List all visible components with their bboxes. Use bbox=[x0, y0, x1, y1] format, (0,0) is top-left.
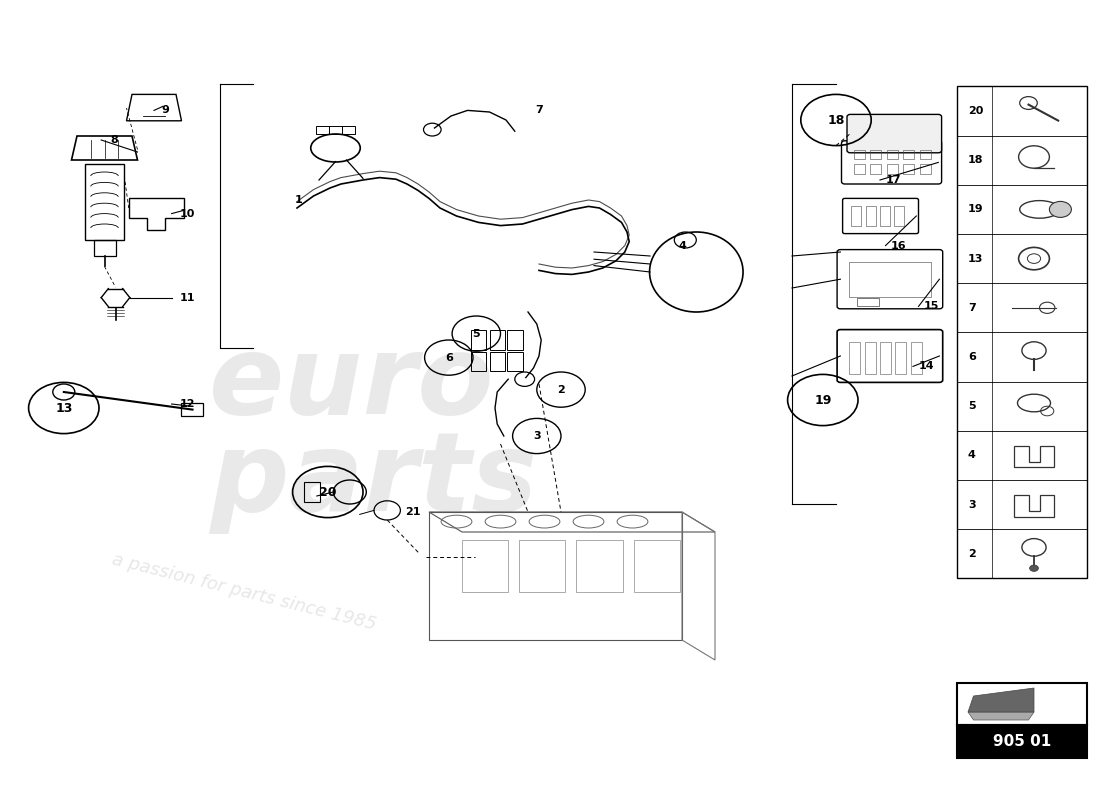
Text: 21: 21 bbox=[405, 507, 420, 517]
Bar bbox=[957, 86, 1087, 578]
Bar bbox=[519, 540, 565, 592]
Circle shape bbox=[1027, 254, 1041, 263]
Bar bbox=[854, 150, 865, 159]
Polygon shape bbox=[968, 712, 1034, 720]
Bar bbox=[342, 126, 355, 134]
Bar bbox=[507, 330, 522, 350]
Bar bbox=[887, 164, 898, 174]
Bar bbox=[471, 330, 486, 350]
Bar bbox=[865, 342, 876, 374]
Text: 20: 20 bbox=[319, 486, 337, 498]
Bar bbox=[911, 342, 922, 374]
Bar bbox=[870, 164, 881, 174]
Text: 14: 14 bbox=[918, 362, 934, 371]
Bar bbox=[880, 206, 890, 226]
Bar bbox=[316, 126, 329, 134]
Bar bbox=[471, 352, 486, 371]
Bar bbox=[634, 540, 680, 592]
Text: 9: 9 bbox=[162, 106, 169, 115]
Text: 12: 12 bbox=[179, 399, 195, 409]
Bar bbox=[866, 206, 876, 226]
Bar bbox=[903, 150, 914, 159]
Text: euro: euro bbox=[209, 330, 495, 438]
Text: 8: 8 bbox=[110, 135, 118, 145]
Text: 4: 4 bbox=[968, 450, 976, 460]
Text: 18: 18 bbox=[827, 114, 845, 126]
FancyBboxPatch shape bbox=[847, 114, 942, 153]
Circle shape bbox=[1030, 565, 1038, 571]
Bar bbox=[576, 540, 623, 592]
Bar bbox=[462, 540, 508, 592]
Text: 20: 20 bbox=[968, 106, 983, 116]
Text: 7: 7 bbox=[968, 302, 976, 313]
Bar bbox=[94, 240, 115, 256]
Text: 6: 6 bbox=[444, 353, 453, 362]
Bar bbox=[849, 342, 860, 374]
Text: 19: 19 bbox=[814, 394, 832, 406]
Text: parts: parts bbox=[209, 426, 538, 534]
Bar bbox=[507, 352, 522, 371]
Text: 11: 11 bbox=[179, 293, 195, 302]
Text: 1: 1 bbox=[295, 195, 302, 205]
Bar bbox=[870, 150, 881, 159]
Text: 13: 13 bbox=[55, 402, 73, 414]
Bar bbox=[490, 352, 505, 371]
Text: a passion for parts since 1985: a passion for parts since 1985 bbox=[110, 550, 378, 634]
Text: 3: 3 bbox=[534, 431, 540, 441]
Bar bbox=[903, 164, 914, 174]
FancyBboxPatch shape bbox=[842, 141, 942, 184]
Text: 2: 2 bbox=[968, 549, 976, 558]
Text: 905 01: 905 01 bbox=[993, 734, 1050, 749]
Bar bbox=[849, 262, 931, 297]
Bar bbox=[920, 150, 931, 159]
Bar bbox=[851, 206, 861, 226]
Bar bbox=[895, 342, 906, 374]
Bar bbox=[490, 330, 505, 350]
Text: 2: 2 bbox=[557, 385, 565, 394]
FancyBboxPatch shape bbox=[843, 198, 918, 234]
Text: 5: 5 bbox=[473, 329, 480, 338]
Bar bbox=[85, 164, 124, 240]
Text: 18: 18 bbox=[968, 155, 983, 166]
Text: 13: 13 bbox=[968, 254, 983, 264]
Bar bbox=[880, 342, 891, 374]
Text: 6: 6 bbox=[968, 352, 976, 362]
Text: 10: 10 bbox=[179, 209, 195, 218]
Text: 19: 19 bbox=[968, 204, 983, 214]
Circle shape bbox=[1049, 202, 1071, 218]
Text: 5: 5 bbox=[968, 402, 976, 411]
Bar bbox=[329, 126, 342, 134]
FancyBboxPatch shape bbox=[837, 330, 943, 382]
Polygon shape bbox=[968, 688, 1034, 712]
Bar bbox=[957, 725, 1087, 758]
Text: 15: 15 bbox=[924, 302, 939, 311]
Text: 3: 3 bbox=[968, 499, 976, 510]
Text: 4: 4 bbox=[679, 241, 686, 250]
Bar bbox=[894, 206, 904, 226]
Text: 17: 17 bbox=[886, 175, 901, 185]
FancyBboxPatch shape bbox=[837, 250, 943, 309]
Bar bbox=[854, 164, 865, 174]
Bar bbox=[182, 403, 204, 416]
Bar bbox=[887, 150, 898, 159]
Bar bbox=[920, 164, 931, 174]
Bar bbox=[957, 683, 1087, 725]
Bar bbox=[304, 482, 320, 502]
Bar bbox=[857, 298, 879, 306]
Text: 16: 16 bbox=[891, 241, 906, 250]
Text: 7: 7 bbox=[536, 106, 543, 115]
